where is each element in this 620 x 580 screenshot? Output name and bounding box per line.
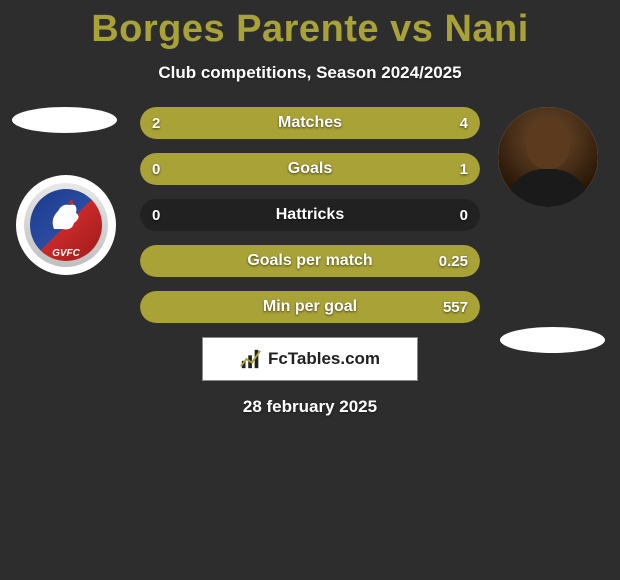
stat-row: Min per goal557 (140, 291, 480, 323)
stat-bars: Matches24Goals01Hattricks00Goals per mat… (140, 107, 480, 323)
subtitle: Club competitions, Season 2024/2025 (0, 63, 620, 83)
club-badge-text: GVFC (24, 248, 108, 259)
stat-label: Min per goal (140, 291, 480, 323)
stat-value-right: 557 (443, 291, 468, 323)
watermark: FcTables.com (202, 337, 418, 381)
stat-row: Goals per match0.25 (140, 245, 480, 277)
stat-label: Hattricks (140, 199, 480, 231)
ellipse-decor-left (12, 107, 117, 133)
watermark-text: FcTables.com (268, 349, 380, 369)
stat-row: Goals0 1 (140, 153, 480, 185)
right-player-photo (498, 107, 598, 207)
rooster-icon (44, 195, 88, 239)
stat-value-left: 0 (152, 153, 160, 185)
stat-value-right: 0.25 (439, 245, 468, 277)
ellipse-decor-right (500, 327, 605, 353)
stat-value-right: 0 (460, 199, 468, 231)
stat-value-left: 2 (152, 107, 160, 139)
bar-chart-icon (240, 348, 262, 370)
left-player-column: GVFC (12, 107, 122, 275)
page-title: Borges Parente vs Nani (0, 0, 620, 51)
stat-label: Goals per match (140, 245, 480, 277)
stat-row: Hattricks0 0 (140, 199, 480, 231)
stat-row: Matches2 4 (140, 107, 480, 139)
left-club-badge: GVFC (16, 175, 116, 275)
stat-value-right: 1 (460, 153, 468, 185)
comparison-chart: GVFC Matches24Goals01Hattricks00Goals pe… (0, 107, 620, 323)
stat-label: Goals (140, 153, 480, 185)
stat-value-left: 0 (152, 199, 160, 231)
right-player-column (498, 107, 608, 353)
stat-value-right: 4 (460, 107, 468, 139)
stat-label: Matches (140, 107, 480, 139)
date: 28 february 2025 (0, 397, 620, 417)
